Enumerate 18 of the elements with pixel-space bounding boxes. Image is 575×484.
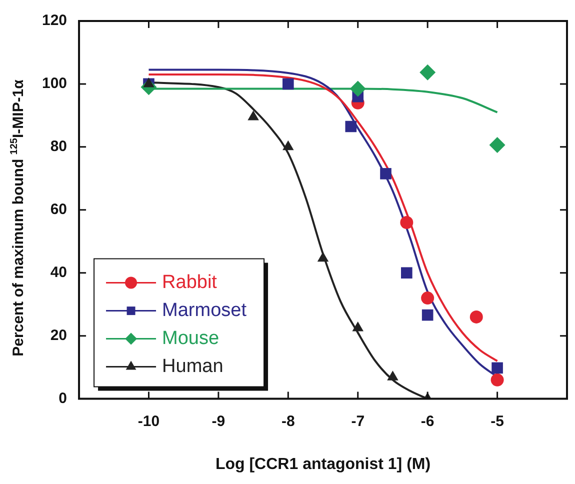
y-tick-label: 20: [50, 326, 68, 344]
x-tick-label: -9: [212, 412, 226, 430]
y-tick-label: 80: [50, 138, 68, 156]
legend-label: Human: [162, 356, 224, 378]
y-tick-label: 120: [42, 12, 68, 30]
x-tick-label: -10: [138, 412, 160, 430]
x-tick-label: -5: [490, 412, 504, 430]
legend-label: Marmoset: [162, 300, 248, 322]
y-tick-label: 40: [50, 264, 68, 282]
x-tick-label: -6: [420, 412, 434, 430]
x-tick-label: -8: [281, 412, 295, 430]
y-tick-label: 100: [42, 75, 68, 92]
legend-label: Rabbit: [162, 272, 218, 294]
y-tick-label: 0: [58, 390, 68, 407]
y-tick-label: 60: [50, 201, 68, 218]
x-tick-label: -7: [351, 412, 365, 430]
x-axis-title: Log [CCR1 antagonist 1] (M): [215, 456, 431, 473]
legend-label: Mouse: [162, 328, 220, 350]
